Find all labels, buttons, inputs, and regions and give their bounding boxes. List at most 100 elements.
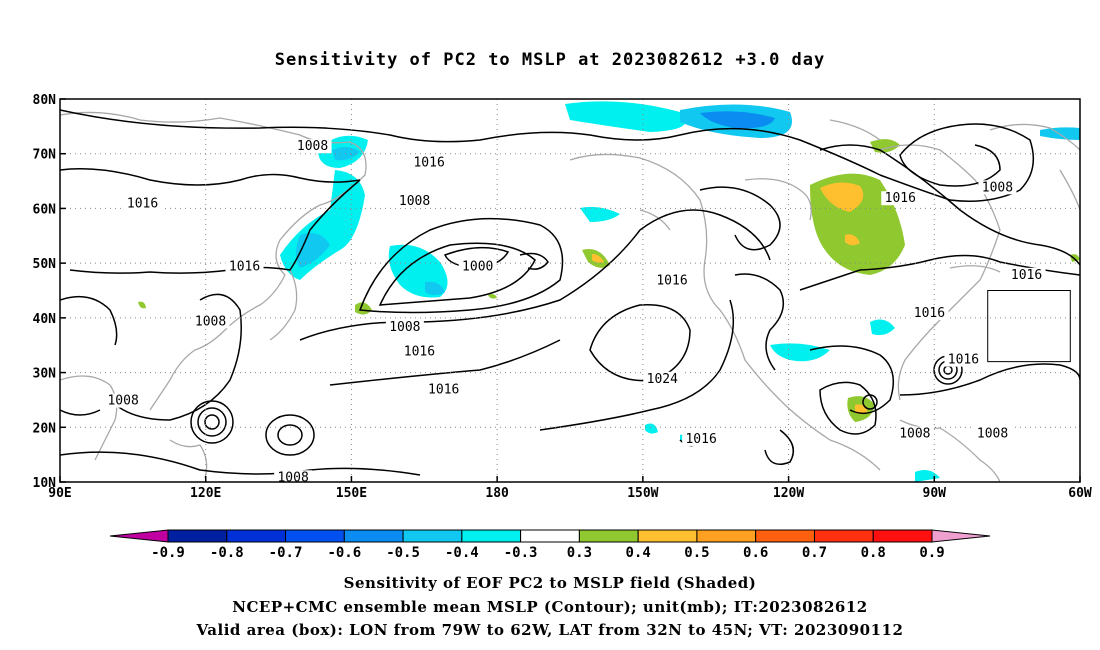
contour-label: 1008 (899, 426, 930, 441)
caption-line-2: NCEP+CMC ensemble mean MSLP (Contour); u… (232, 598, 868, 616)
lon-label: 60W (1068, 486, 1092, 501)
contour-label-bg (895, 426, 934, 441)
contour-label: 1008 (195, 314, 226, 329)
contour-label: 1016 (885, 191, 916, 206)
contour-label-bg (944, 352, 983, 367)
colorbar-cell (343, 529, 404, 543)
colorbar-cell (285, 529, 345, 543)
contour-label: 1008 (982, 180, 1013, 195)
colorbar-tick-label: -0.3 (504, 545, 538, 561)
contour-label: 1008 (107, 394, 138, 409)
contour-label-bg (881, 191, 920, 206)
contour-label: 1008 (399, 194, 430, 209)
contour-label-bg (973, 426, 1012, 441)
colorbar-tick-label: -0.6 (327, 545, 361, 561)
contour-label: 1016 (127, 197, 158, 212)
colorbar-right-arrow (931, 529, 991, 543)
lat-label: 30N (33, 367, 57, 382)
contour-label-bg (104, 393, 143, 408)
colorbar-tick-label: 0.9 (919, 545, 944, 561)
mslp-contours (60, 109, 1080, 476)
contour-label-bg (910, 306, 949, 321)
contour-label-bg (123, 196, 162, 211)
colorbar-left-arrow (109, 529, 169, 543)
lat-label: 60N (33, 202, 57, 217)
contour-label: 1008 (297, 139, 328, 154)
contour-label: 1016 (1011, 268, 1042, 283)
contour-label-bg (643, 371, 682, 386)
lon-label: 150E (336, 486, 367, 501)
colorbar: -0.9 -0.8 -0.7 -0.6 -0.5 -0.4 -0.3 0.3 0.4 0.5 0.6… (109, 529, 991, 561)
map-grid (60, 99, 1081, 482)
colorbar-tick-label: 0.7 (802, 545, 827, 561)
colorbar-tick-label: 0.8 (861, 545, 886, 561)
contour-label: 1016 (404, 344, 435, 359)
contour-label: 1016 (948, 353, 979, 368)
colorbar-tick-label: -0.9 (151, 545, 185, 561)
contour-label-bg (225, 259, 264, 274)
colorbar-tick-label: -0.4 (445, 545, 479, 561)
lat-label: 40N (33, 312, 57, 327)
contour-label: 1016 (413, 156, 444, 171)
colorbar-cell (461, 529, 522, 543)
contour-label-bg (395, 193, 434, 208)
lon-label: 120W (773, 486, 804, 501)
colorbar-cell (696, 529, 757, 543)
contour-label-bg (682, 431, 721, 446)
contour-label: 1008 (977, 426, 1008, 441)
colorbar-cell (578, 529, 639, 543)
valid-area-box (987, 290, 1071, 363)
contour-label: 1016 (685, 432, 716, 447)
colorbar-cell (520, 529, 580, 543)
sensitivity-shading (138, 101, 1080, 482)
colorbar-tick-label: -0.8 (210, 545, 244, 561)
colorbar-tick-label: -0.5 (386, 545, 420, 561)
lon-label: 90W (923, 486, 947, 501)
colorbar-tick-label: 0.4 (626, 545, 651, 561)
map-frame (59, 98, 1081, 483)
contour-label: 1000 (462, 260, 493, 275)
map-title: Sensitivity of PC2 to MSLP at 2023082612… (274, 50, 826, 70)
contour-label-bg (653, 273, 691, 288)
contour-label-bg (274, 470, 313, 485)
lon-label: 120E (190, 486, 221, 501)
contour-label: 1016 (229, 260, 260, 275)
lat-label: 80N (33, 93, 57, 108)
contour-label-bg (410, 155, 449, 170)
contour-labels: 1008 1016 1016 1008 1016 1008 1000 1008 1016 1016… (104, 139, 1046, 485)
colorbar-cell (167, 529, 228, 543)
contour-label: 1008 (389, 320, 420, 335)
lat-label: 20N (33, 421, 57, 436)
contour-label-bg (400, 344, 439, 359)
contour-label: 1024 (647, 372, 678, 387)
colorbar-tick-label: 0.6 (743, 545, 768, 561)
colorbar-tick-label: 0.5 (684, 545, 709, 561)
colorbar-cell (872, 529, 933, 543)
lon-label: 90E (48, 486, 71, 501)
lon-label: 180 (485, 486, 509, 501)
contour-label-bg (424, 382, 463, 397)
colorbar-cell (226, 529, 287, 543)
lat-label: 50N (33, 257, 57, 272)
colorbar-cell (755, 529, 815, 543)
contour-label: 1016 (428, 383, 459, 398)
colorbar-cell (813, 529, 874, 543)
colorbar-tick-label: -0.7 (269, 545, 303, 561)
contour-label-bg (293, 139, 332, 154)
contour-label-bg (191, 314, 230, 329)
lat-label: 10N (33, 476, 57, 491)
lon-label: 150W (627, 486, 658, 501)
caption-line-1: Sensitivity of EOF PC2 to MSLP field (Sh… (343, 574, 757, 592)
colorbar-cell (402, 529, 463, 543)
contour-label-bg (458, 259, 497, 274)
colorbar-cell (637, 529, 698, 543)
lat-label: 70N (33, 148, 57, 163)
contour-label: 1016 (914, 306, 945, 321)
contour-label: 1008 (277, 470, 308, 485)
contour-label: 1016 (656, 273, 687, 288)
caption-line-3: Valid area (box): LON from 79W to 62W, L… (196, 621, 904, 639)
contour-label-bg (385, 319, 424, 334)
contour-label-bg (978, 180, 1017, 195)
